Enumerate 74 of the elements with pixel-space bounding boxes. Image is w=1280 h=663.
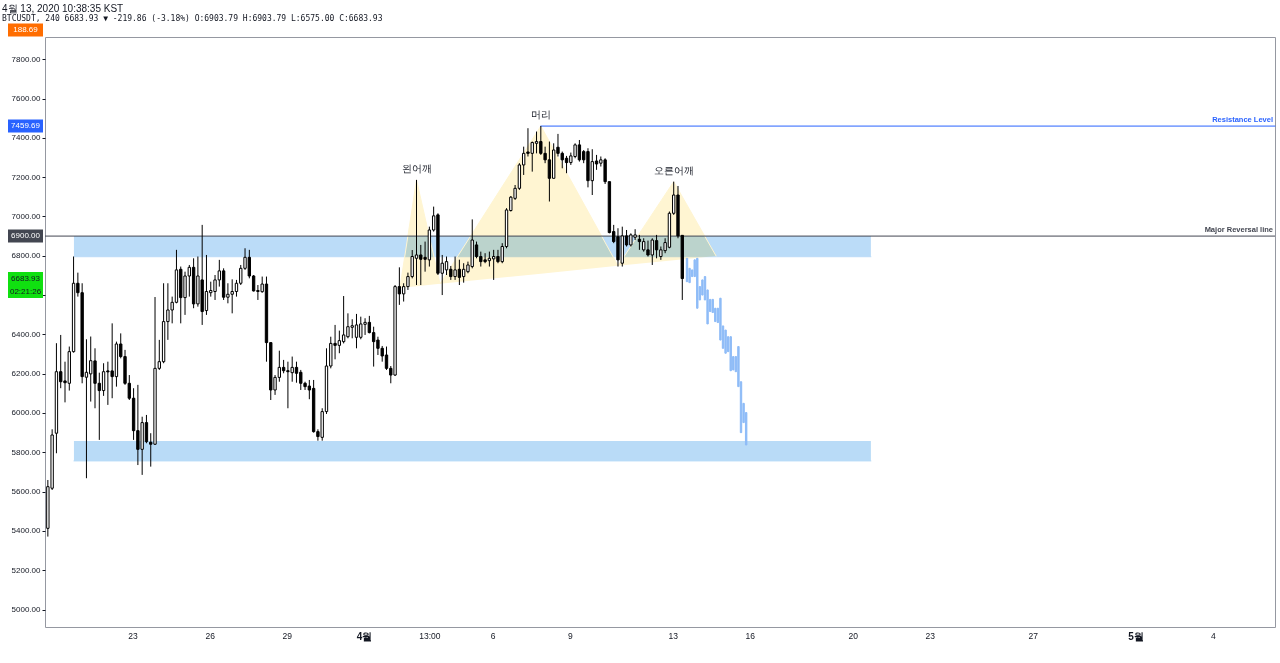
candlestick xyxy=(213,274,217,301)
candlestick xyxy=(286,361,290,409)
x-tick-label: 29 xyxy=(282,630,293,641)
y-tick-label: 5000.00 xyxy=(11,605,42,615)
y-tick-label: 5200.00 xyxy=(11,565,42,575)
candlestick xyxy=(183,271,187,316)
candlestick xyxy=(491,249,496,281)
x-tick-label: 27 xyxy=(1028,630,1039,641)
y-tick-label: 5400.00 xyxy=(11,526,42,536)
x-tick-label: 26 xyxy=(205,630,216,641)
candlestick xyxy=(590,148,594,196)
y-tick-label: 7200.00 xyxy=(11,172,42,182)
candlestick xyxy=(650,237,654,266)
y-tick-label: 6200.00 xyxy=(11,369,42,379)
chart-title: 4월 13, 2020 10:38:35 KST xyxy=(2,2,124,14)
x-tick-label: 6 xyxy=(490,630,496,641)
x-tick-label: 13:00 xyxy=(419,630,441,641)
candlestick xyxy=(204,254,209,316)
y-tick-label: 7000.00 xyxy=(11,211,42,221)
candlestick xyxy=(359,316,363,340)
candlestick xyxy=(496,249,500,264)
y-tick-label: 5800.00 xyxy=(11,447,42,457)
candlestick xyxy=(547,141,552,202)
candlestick xyxy=(294,361,299,384)
candlestick xyxy=(346,312,350,339)
candlestick xyxy=(616,227,620,268)
candlestick xyxy=(534,131,539,154)
y-tick-label: 5600.00 xyxy=(11,487,42,497)
candlestick xyxy=(299,369,303,391)
annotation: 오른어깨 xyxy=(653,164,694,176)
y-tick-label: 6000.00 xyxy=(11,408,42,418)
x-tick-label: 16 xyxy=(745,630,756,641)
y-tick-label: 7600.00 xyxy=(11,94,42,104)
text: 02:21:26 xyxy=(9,286,42,296)
x-tick-label: 4월 xyxy=(356,630,373,642)
annotation: 6683.93 xyxy=(11,273,41,283)
x-tick-label: 5월 xyxy=(1128,630,1144,642)
candlestick xyxy=(453,256,457,281)
x-tick-label: 9 xyxy=(567,630,573,641)
x-tick-label: 13 xyxy=(668,630,679,641)
candlestick xyxy=(414,179,419,286)
candlestick xyxy=(483,252,487,264)
y-tick-label: 6800.00 xyxy=(11,251,42,261)
y-tick-label: 7800.00 xyxy=(11,54,42,64)
candlestick xyxy=(337,330,342,354)
candlestick xyxy=(93,347,97,409)
candlestick xyxy=(101,362,106,397)
annotation: 6900.00 xyxy=(11,231,41,241)
candlestick xyxy=(376,336,380,356)
x-tick-label: 20 xyxy=(848,630,859,641)
chart-subtitle: BTCUSDT, 240 6683.93 ▼ -219.86 (-3.18%) O:6903.79 H:6903.79 L:6575.00 C:6683.93 xyxy=(2,13,383,23)
x-tick-label: 4 xyxy=(1210,630,1216,641)
candlestick xyxy=(354,313,359,349)
text: 188.69 xyxy=(13,25,39,34)
candlestick xyxy=(646,240,650,258)
candlestick xyxy=(363,317,367,336)
candlestick xyxy=(136,384,140,466)
candlestick xyxy=(654,234,659,259)
candlestick xyxy=(444,256,449,276)
candlestick xyxy=(89,336,93,403)
candlestick xyxy=(106,361,110,406)
annotation: 머리 xyxy=(530,109,551,121)
candlestick xyxy=(457,259,462,286)
candlestick xyxy=(419,244,423,286)
x-tick-label: 23 xyxy=(128,630,139,641)
y-tick-label: 6400.00 xyxy=(11,329,42,339)
candlestick xyxy=(371,326,376,368)
candlestick xyxy=(230,278,234,314)
candlestick xyxy=(577,139,582,163)
annotation: 왼어깨 xyxy=(401,162,432,174)
candlestick xyxy=(341,295,346,344)
x-tick-label: 23 xyxy=(925,630,936,641)
y-tick-label: 7400.00 xyxy=(11,133,42,143)
annotation: 7459.69 xyxy=(11,121,41,131)
